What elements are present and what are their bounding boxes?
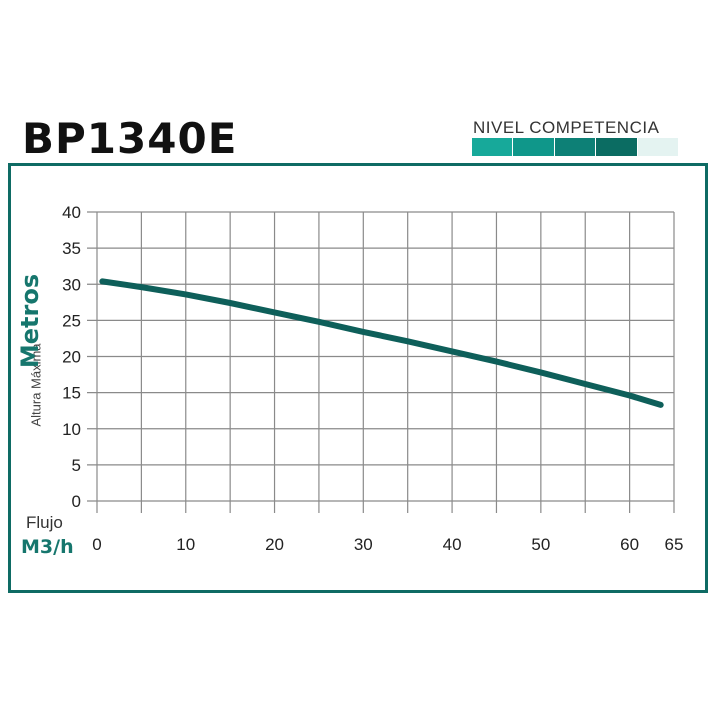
y-tick-label: 30 (62, 275, 81, 294)
competition-level-bar (472, 138, 679, 156)
x-axis-unit: M3/h (21, 536, 74, 558)
y-tick-label: 25 (62, 311, 81, 330)
x-tick-label: 0 (92, 535, 101, 554)
x-tick-label: 10 (176, 535, 195, 554)
y-axis-unit: Metros (16, 273, 44, 369)
x-axis-label: Flujo (26, 513, 63, 532)
level-segment-5 (637, 138, 679, 156)
y-tick-label: 40 (62, 203, 81, 222)
y-tick-label: 15 (62, 384, 81, 403)
y-tick-label: 20 (62, 348, 81, 367)
x-tick-label: 40 (443, 535, 462, 554)
level-segment-4 (596, 138, 638, 156)
x-tick-label: 50 (531, 535, 550, 554)
model-title: BP1340E (22, 114, 238, 163)
x-tick-label: 65 (665, 535, 684, 554)
x-tick-label: 30 (354, 535, 373, 554)
x-tick-label: 20 (265, 535, 284, 554)
competition-level-label: NIVEL COMPETENCIA (473, 118, 660, 137)
level-segment-2 (513, 138, 555, 156)
y-tick-label: 5 (72, 456, 81, 475)
chart-frame (8, 163, 708, 593)
x-tick-label: 60 (620, 535, 639, 554)
y-tick-label: 35 (62, 239, 81, 258)
y-tick-label: 10 (62, 420, 81, 439)
y-tick-label: 0 (72, 492, 81, 511)
level-segment-1 (472, 138, 514, 156)
performance-curve (99, 278, 664, 408)
level-segment-3 (554, 138, 597, 156)
